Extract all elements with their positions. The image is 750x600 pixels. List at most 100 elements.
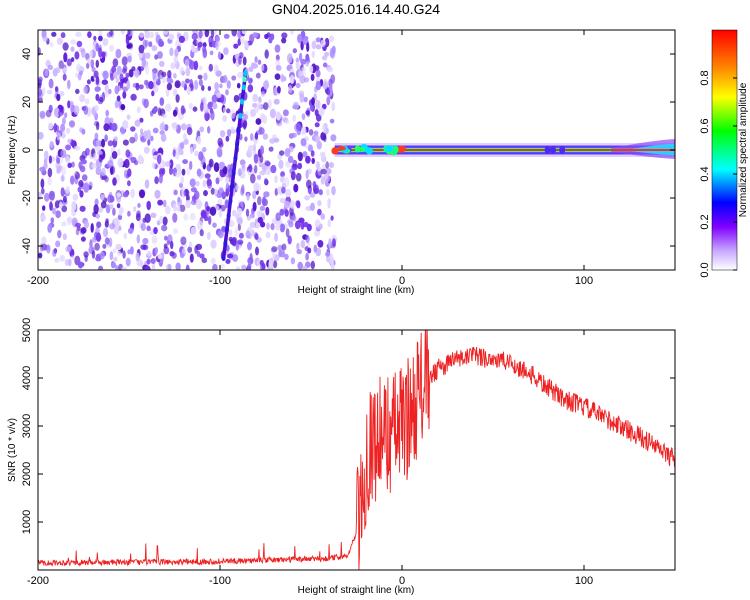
noise-blob [38,252,43,259]
noise-blob [47,167,53,178]
noise-blob [250,173,256,184]
drift-streak-dot [233,155,238,162]
noise-blob [43,162,48,170]
noise-blob [279,208,285,216]
noise-blob [189,212,196,221]
noise-blob [136,106,141,114]
noise-blob [260,221,266,228]
noise-blob [279,197,286,204]
noise-blob [172,121,178,131]
noise-blob [198,151,204,161]
noise-blob [231,75,237,81]
noise-blob [179,66,185,76]
noise-blob [241,30,247,35]
noise-blob [102,243,107,249]
noise-blob [77,261,84,269]
drift-streak-dot [238,112,243,119]
noise-blob [138,84,144,90]
noise-blob [113,256,118,262]
noise-blob [151,162,156,169]
noise-blob [203,72,208,81]
noise-blob [330,215,334,221]
drift-streak-dot [243,70,248,77]
noise-blob [241,163,245,170]
noise-blob [61,221,67,227]
noise-blob [310,260,315,270]
noise-blob [53,123,58,133]
noise-blob [128,227,134,234]
noise-blob [235,243,239,251]
noise-blob [259,170,266,176]
noise-blob [107,140,114,147]
noise-blob [107,160,114,168]
noise-blob [164,124,169,132]
noise-blob [274,44,281,53]
noise-blob [326,96,331,106]
noise-blob [199,126,205,133]
noise-blob [247,241,252,251]
noise-blob [38,79,42,87]
noise-blob [204,173,211,179]
noise-blob [143,146,150,154]
noise-blob [118,210,123,216]
noise-blob [173,72,177,79]
noise-blob [300,30,306,38]
noise-blob [290,30,294,35]
noise-blob [296,242,300,251]
noise-blob [102,227,109,238]
noise-blob [94,132,99,141]
noise-blob [59,201,63,209]
noise-blob [197,74,203,80]
noise-blob [217,230,224,239]
noise-blob [120,104,126,111]
noise-blob [185,200,191,209]
noise-blob [79,205,86,212]
noise-blob [146,200,151,211]
noise-blob [300,138,307,147]
noise-blob [195,243,203,251]
noise-blob [255,246,259,256]
drift-streak-dot [231,169,236,176]
noise-blob [166,82,173,91]
noise-blob [295,82,301,89]
noise-blob [306,179,312,189]
noise-blob [65,186,70,194]
noise-blob [230,126,235,132]
noise-blob [267,99,272,109]
noise-blob [161,160,166,168]
noise-blob [219,83,223,89]
noise-blob [130,188,135,199]
noise-blob [172,88,178,97]
noise-blob [212,222,217,228]
noise-blob [289,75,295,84]
noise-blob [157,107,162,116]
drift-streak-dot [241,84,246,91]
noise-blob [152,70,156,80]
noise-blob [180,141,185,150]
noise-blob [116,250,122,256]
snr-x-tick-label: 0 [399,575,405,587]
noise-blob [117,158,124,168]
noise-blob [47,223,53,233]
noise-blob [275,111,281,121]
noise-blob [71,161,75,168]
noise-blob [95,213,101,219]
noise-blob [126,114,131,120]
noise-blob [313,184,320,195]
noise-blob [276,120,283,127]
noise-blob [241,264,247,270]
noise-blob [76,40,83,48]
noise-blob [146,258,151,265]
noise-blob [97,47,102,58]
snr-x-axis-label: Height of straight line (km) [298,585,415,596]
noise-blob [322,124,327,134]
noise-blob [204,30,210,38]
noise-blob [181,80,186,88]
noise-blob [93,35,97,41]
noise-blob [259,205,266,211]
snr-series-line [38,330,675,570]
noise-blob [116,203,121,209]
noise-blob [225,176,230,184]
noise-blob [250,133,254,141]
